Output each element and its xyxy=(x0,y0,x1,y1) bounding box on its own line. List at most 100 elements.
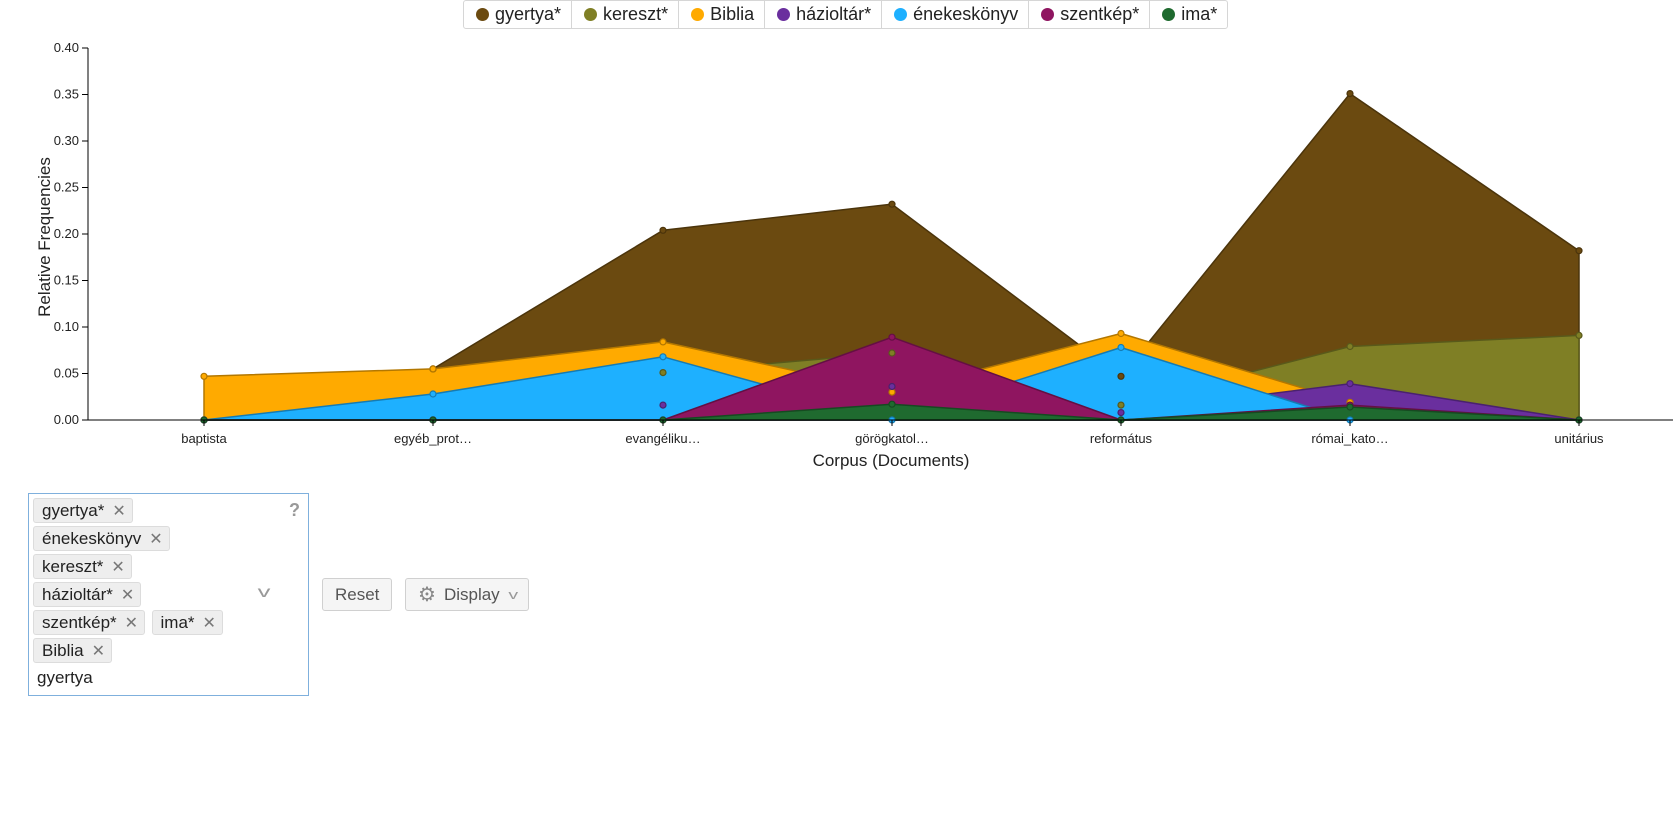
y-tick-label: 0.10 xyxy=(54,319,79,334)
legend-label: szentkép* xyxy=(1060,4,1140,24)
legend-label: kereszt* xyxy=(603,4,669,24)
term-search-input[interactable]: gyertya xyxy=(37,668,93,687)
help-icon[interactable]: ? xyxy=(289,500,300,520)
selected-terms: gyertya* ✕ énekeskönyv ✕ kereszt* ✕ háziolt… xyxy=(33,498,263,690)
data-point[interactable] xyxy=(888,349,896,357)
term-tag[interactable]: szentkép* ✕ xyxy=(33,610,146,635)
data-point[interactable] xyxy=(1346,380,1354,388)
data-point[interactable] xyxy=(1575,247,1583,255)
chart-legend: gyertya* kereszt* Biblia házioltár* énekeskö… xyxy=(463,0,1229,29)
y-tick-label: 0.20 xyxy=(54,226,79,241)
x-tick-label: egyéb_prot… xyxy=(394,431,472,446)
data-point[interactable] xyxy=(888,200,896,208)
legend-swatch-icon xyxy=(1162,8,1176,21)
legend-item[interactable]: ima* xyxy=(1150,1,1227,28)
remove-tag-icon[interactable]: ✕ xyxy=(91,642,105,660)
display-button[interactable]: ⚙ Display v xyxy=(405,578,530,611)
term-tag-label: szentkép* xyxy=(42,612,117,632)
data-point[interactable] xyxy=(1117,401,1125,409)
data-point[interactable] xyxy=(1117,372,1125,380)
legend-swatch-icon xyxy=(894,8,908,21)
remove-tag-icon[interactable]: ✕ xyxy=(149,530,163,548)
data-point[interactable] xyxy=(659,338,667,346)
term-tag-label: Biblia xyxy=(42,640,84,660)
legend-swatch-icon xyxy=(584,8,598,21)
data-point[interactable] xyxy=(659,353,667,361)
data-point[interactable] xyxy=(659,369,667,377)
data-point[interactable] xyxy=(659,226,667,234)
legend-item[interactable]: énekeskönyv xyxy=(882,1,1030,28)
legend-swatch-icon xyxy=(777,8,791,21)
data-point[interactable] xyxy=(888,333,896,341)
legend-item[interactable]: szentkép* xyxy=(1029,1,1151,28)
legend-item[interactable]: házioltár* xyxy=(765,1,883,28)
term-tag[interactable]: ima* ✕ xyxy=(151,610,223,635)
data-point[interactable] xyxy=(429,390,437,398)
term-tag[interactable]: gyertya* ✕ xyxy=(33,498,133,523)
display-button-label: Display xyxy=(443,584,500,604)
data-point[interactable] xyxy=(1117,409,1125,417)
x-axis-title: Corpus (Documents) xyxy=(813,451,970,470)
legend-label: énekeskönyv xyxy=(913,4,1019,24)
y-tick-label: 0.25 xyxy=(54,180,79,195)
area-chart: 0.00 0.05 0.10 0.15 0.20 0.25 0.30 0.35 0.40 bap… xyxy=(35,40,1673,470)
legend-swatch-icon xyxy=(1041,8,1055,21)
y-tick-label: 0.30 xyxy=(54,133,79,148)
reset-button-label: Reset xyxy=(335,584,380,604)
data-point[interactable] xyxy=(888,382,896,391)
term-tag[interactable]: kereszt* ✕ xyxy=(33,554,132,579)
y-tick-label: 0.05 xyxy=(54,366,79,381)
legend-item[interactable]: gyertya* xyxy=(464,1,573,28)
legend-label: házioltár* xyxy=(796,4,872,24)
x-tick-label: görögkatol… xyxy=(855,431,929,446)
term-tag-label: énekeskönyv xyxy=(42,528,142,548)
data-point[interactable] xyxy=(1575,331,1583,339)
data-point[interactable] xyxy=(1117,329,1125,338)
reset-button[interactable]: Reset xyxy=(322,578,393,611)
data-point[interactable] xyxy=(429,365,437,373)
legend-item[interactable]: Biblia xyxy=(679,1,766,28)
x-tick-label: római_kato… xyxy=(1311,431,1388,446)
term-selector[interactable]: gyertya* ✕ énekeskönyv ✕ kereszt* ✕ háziolt… xyxy=(28,493,309,696)
legend-swatch-icon xyxy=(691,8,705,21)
term-tag[interactable]: házioltár* ✕ xyxy=(33,582,142,607)
y-tick-label: 0.00 xyxy=(54,412,79,427)
legend-label: Biblia xyxy=(710,4,755,24)
legend-swatch-icon xyxy=(476,8,489,21)
y-tick-label: 0.35 xyxy=(54,87,79,102)
term-tag-label: ima* xyxy=(160,612,195,632)
x-axis: baptista egyéb_prot… evangéliku… görögkatol… xyxy=(88,419,1673,446)
remove-tag-icon[interactable]: ✕ xyxy=(124,614,139,632)
legend-item[interactable]: kereszt* xyxy=(572,1,680,28)
x-tick-label: evangéliku… xyxy=(625,431,700,446)
data-point[interactable] xyxy=(888,400,896,408)
data-point[interactable] xyxy=(1117,343,1125,352)
data-point[interactable] xyxy=(200,372,208,380)
legend-label: gyertya* xyxy=(495,4,562,24)
y-axis: 0.00 0.05 0.10 0.15 0.20 0.25 0.30 0.35 0.40 xyxy=(54,40,89,427)
y-axis-title: Relative Frequencies xyxy=(35,157,54,317)
data-point[interactable] xyxy=(1346,403,1354,411)
remove-tag-icon[interactable]: ✕ xyxy=(112,502,126,520)
y-tick-label: 0.15 xyxy=(54,273,79,288)
term-tag[interactable]: Biblia ✕ xyxy=(33,638,112,663)
remove-tag-icon[interactable]: ✕ xyxy=(111,558,125,576)
remove-tag-icon[interactable]: ✕ xyxy=(120,586,135,604)
term-tag-label: gyertya* xyxy=(42,500,105,520)
x-tick-label: unitárius xyxy=(1554,431,1604,446)
x-tick-label: baptista xyxy=(181,431,227,446)
chart-areas xyxy=(203,92,1580,421)
chevron-down-icon: v xyxy=(508,587,518,602)
legend-label: ima* xyxy=(1181,4,1218,24)
term-tag-label: házioltár* xyxy=(42,584,113,604)
remove-tag-icon[interactable]: ✕ xyxy=(202,614,216,632)
gear-icon: ⚙ xyxy=(418,584,436,606)
y-tick-label: 0.40 xyxy=(54,40,79,55)
data-point[interactable] xyxy=(659,401,667,409)
x-tick-label: református xyxy=(1090,431,1153,446)
term-tag-label: kereszt* xyxy=(42,556,104,576)
data-point[interactable] xyxy=(1346,89,1354,98)
term-tag[interactable]: énekeskönyv ✕ xyxy=(33,526,170,551)
data-point[interactable] xyxy=(1346,342,1354,351)
chevron-down-icon[interactable]: v xyxy=(257,584,271,601)
